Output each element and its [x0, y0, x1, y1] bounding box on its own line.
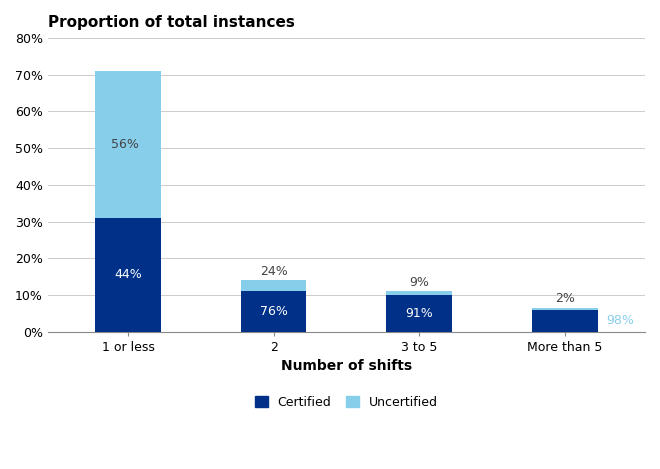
Bar [387, 291, 452, 295]
Bar [532, 310, 598, 332]
Bar [95, 218, 161, 332]
Bar [95, 71, 161, 218]
Text: Proportion of total instances: Proportion of total instances [48, 15, 295, 30]
Legend: Certified, Uncertified: Certified, Uncertified [250, 391, 443, 414]
Text: 91%: 91% [405, 307, 433, 320]
Text: 76%: 76% [259, 305, 288, 318]
Text: 2%: 2% [555, 292, 575, 305]
Bar [532, 308, 598, 310]
Text: 24%: 24% [260, 265, 288, 279]
X-axis label: Number of shifts: Number of shifts [281, 359, 412, 373]
Text: 44%: 44% [114, 268, 142, 281]
Text: 98%: 98% [607, 314, 634, 327]
Bar [241, 280, 306, 291]
Bar [241, 291, 306, 332]
Bar [387, 295, 452, 332]
Text: 56%: 56% [111, 138, 139, 151]
Text: 9%: 9% [409, 276, 429, 289]
